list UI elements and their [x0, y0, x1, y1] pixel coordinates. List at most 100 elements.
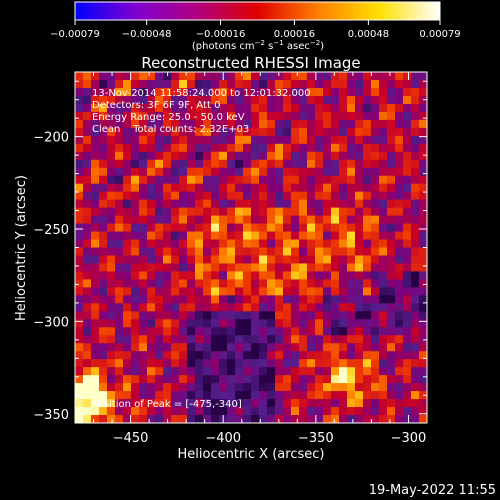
heatmap-cell [411, 199, 420, 209]
heatmap-cell [363, 407, 372, 416]
heatmap-cell [323, 191, 332, 201]
heatmap-cell [171, 79, 180, 89]
heatmap-cell [227, 327, 236, 336]
heatmap-cell [339, 415, 348, 423]
heatmap-cell [411, 407, 420, 416]
heatmap-cell [307, 359, 316, 368]
heatmap-cell [107, 191, 116, 201]
heatmap-cell [339, 287, 348, 296]
heatmap-cell [235, 223, 244, 233]
heatmap-cell [203, 407, 212, 416]
heatmap-cell [347, 72, 356, 81]
heatmap-cell [307, 159, 316, 169]
heatmap-cell [323, 263, 332, 273]
heatmap-cell [187, 279, 196, 288]
heatmap-cell [75, 191, 84, 201]
heatmap-cell [291, 359, 300, 368]
heatmap-cell [99, 207, 108, 217]
heatmap-cell [315, 143, 324, 153]
heatmap-cell [371, 415, 380, 423]
heatmap-cell [259, 359, 268, 368]
heatmap-cell [147, 375, 156, 384]
heatmap-cell [307, 247, 316, 257]
heatmap-cell [219, 399, 228, 408]
heatmap-cell [75, 231, 84, 241]
heatmap-cell [275, 351, 284, 360]
heatmap-cell [123, 335, 132, 344]
heatmap-cell [91, 143, 100, 153]
heatmap-cell [219, 135, 228, 145]
heatmap-cell [163, 79, 172, 89]
heatmap-cell [403, 287, 412, 296]
heatmap-cell [227, 399, 236, 408]
heatmap-cell [83, 231, 92, 241]
heatmap-cell [99, 191, 108, 201]
heatmap-cell [131, 279, 140, 288]
heatmap-cell [363, 95, 372, 105]
heatmap-cell [355, 239, 364, 249]
heatmap-cell [75, 143, 84, 153]
heatmap-cell [291, 303, 300, 312]
heatmap-cell [339, 255, 348, 265]
heatmap-cell [291, 223, 300, 233]
heatmap-cell [379, 383, 388, 392]
heatmap-cell [163, 343, 172, 352]
heatmap-cell [275, 383, 284, 392]
heatmap-cell [347, 335, 356, 344]
heatmap-cell [235, 151, 244, 161]
heatmap-cell [411, 375, 420, 384]
heatmap-cell [187, 367, 196, 376]
heatmap-cell [155, 343, 164, 352]
heatmap-cell [299, 72, 308, 81]
heatmap-cell [187, 407, 196, 416]
heatmap-cell [419, 399, 427, 408]
heatmap-cell [235, 119, 244, 129]
heatmap-cell [299, 279, 308, 288]
heatmap-cell [403, 223, 412, 233]
heatmap-cell [115, 367, 124, 376]
heatmap-cell [139, 183, 148, 193]
heatmap-cell [107, 79, 116, 89]
heatmap-cell [171, 407, 180, 416]
heatmap-cell [219, 375, 228, 384]
heatmap-cell [283, 79, 292, 89]
heatmap-cell [299, 415, 308, 423]
heatmap-cell [347, 247, 356, 257]
heatmap-cell [179, 247, 188, 257]
heatmap-cell [307, 95, 316, 105]
heatmap-cell [99, 239, 108, 249]
heatmap-cell [155, 367, 164, 376]
heatmap-cell [179, 383, 188, 392]
heatmap-cell [379, 239, 388, 249]
heatmap-cell [419, 239, 427, 249]
heatmap-cell [323, 255, 332, 265]
heatmap-cell [291, 383, 300, 392]
heatmap-cell [379, 279, 388, 288]
heatmap-cell [243, 191, 252, 201]
heatmap-cell [211, 223, 220, 233]
heatmap-cell [187, 183, 196, 193]
heatmap-cell [219, 191, 228, 201]
heatmap-cell [187, 175, 196, 185]
heatmap-cell [107, 375, 116, 384]
heatmap-cell [211, 359, 220, 368]
heatmap-cell [123, 143, 132, 153]
heatmap-cell [99, 263, 108, 273]
heatmap-cell [123, 223, 132, 233]
heatmap-cell [211, 191, 220, 201]
heatmap-cell [267, 231, 276, 241]
heatmap-cell [99, 87, 108, 97]
heatmap-cell [171, 391, 180, 400]
heatmap-cell [363, 391, 372, 400]
heatmap-cell [267, 327, 276, 336]
heatmap-cell [75, 127, 84, 137]
heatmap-cell [243, 263, 252, 273]
heatmap-cell [99, 303, 108, 312]
heatmap-cell [227, 215, 236, 225]
heatmap-cell [411, 191, 420, 201]
heatmap-cell [267, 167, 276, 177]
heatmap-cell [379, 223, 388, 233]
heatmap-cell [315, 375, 324, 384]
heatmap-cell [379, 303, 388, 312]
heatmap-cell [419, 255, 427, 265]
